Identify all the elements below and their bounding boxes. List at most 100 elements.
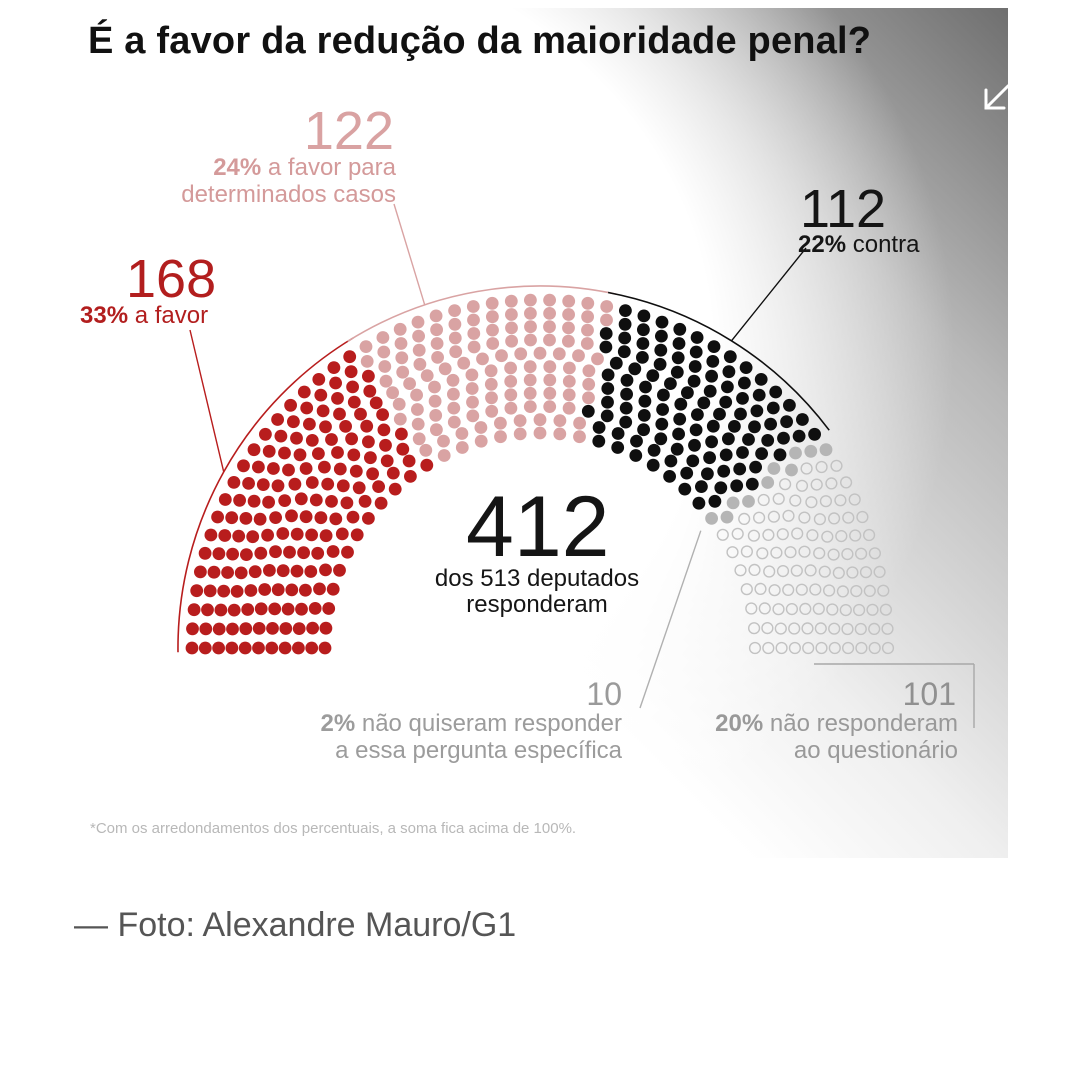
seat-contra: [655, 329, 668, 343]
label-casos-line2: determinados casos: [181, 181, 396, 208]
seat-favor: [402, 454, 416, 468]
seat-favor: [232, 529, 246, 543]
seat-nao-quiseram: [819, 443, 833, 457]
seat-contra: [628, 362, 642, 376]
seat-favor: [314, 388, 328, 402]
seat-favor: [344, 365, 358, 379]
seat-contra: [697, 396, 711, 410]
seat-casos: [403, 377, 416, 390]
seat-favor: [185, 641, 199, 655]
seat-contra: [777, 431, 790, 445]
seat-nao-responderam: [846, 566, 859, 579]
seat-favor: [226, 622, 239, 636]
seat-casos: [600, 300, 614, 313]
seat-nao-responderam: [791, 527, 804, 540]
seat-casos: [379, 374, 393, 388]
seat-casos: [543, 386, 557, 400]
seat-favor: [271, 583, 285, 597]
seat-favor: [362, 512, 375, 525]
label-favor-text: 33% a favor: [80, 302, 208, 330]
seat-favor: [279, 622, 293, 635]
seat-casos: [486, 323, 499, 337]
seat-casos: [476, 352, 489, 366]
seat-favor: [308, 602, 322, 615]
seat-nao-responderam: [758, 602, 771, 615]
seat-nao-responderam: [747, 529, 761, 542]
seat-casos: [524, 307, 537, 320]
seat-favor: [340, 496, 354, 510]
seat-nao-responderam: [832, 566, 845, 580]
seat-favor: [246, 530, 260, 544]
seat-casos: [523, 386, 537, 400]
seat-favor: [309, 493, 323, 507]
seat-favor: [290, 564, 304, 578]
seat-favor: [299, 462, 313, 475]
seat-contra: [617, 345, 631, 359]
bracket-contra: [607, 291, 830, 431]
seat-casos: [486, 310, 499, 324]
seat-favor: [247, 494, 261, 508]
seat-favor: [218, 529, 232, 542]
seat-casos: [412, 329, 425, 343]
seat-contra: [618, 317, 632, 331]
seat-favor: [199, 622, 213, 636]
seat-contra: [599, 327, 613, 340]
label-contra-line: contra: [846, 231, 920, 258]
seat-casos: [524, 320, 537, 334]
seat-casos: [455, 427, 469, 440]
seat-favor: [290, 431, 303, 445]
seat-favor: [244, 584, 258, 597]
seat-favor: [350, 528, 364, 542]
seat-contra: [742, 433, 755, 446]
seat-nao-responderam: [790, 564, 803, 577]
seat-casos: [504, 361, 517, 375]
photo-credit: — Foto: Alexandre Mauro/G1: [74, 906, 517, 944]
seat-contra: [671, 351, 685, 365]
seat-contra: [713, 407, 726, 421]
leader-nao-quiseram: [639, 530, 702, 709]
seat-contra: [638, 394, 652, 408]
seat-contra: [736, 392, 749, 405]
seat-favor: [341, 545, 354, 559]
seat-favor: [329, 376, 342, 390]
seat-nao-responderam: [862, 528, 876, 542]
seat-contra: [728, 420, 741, 433]
seat-casos: [485, 404, 499, 418]
seat-nao-responderam: [757, 493, 770, 507]
seat-nao-responderam: [856, 510, 869, 524]
seat-casos: [437, 449, 451, 462]
seat-casos: [523, 400, 537, 413]
seat-contra: [706, 355, 720, 368]
seat-favor: [266, 622, 279, 635]
seat-nao-responderam: [879, 603, 893, 616]
seat-favor: [300, 401, 314, 415]
seat-contra: [646, 458, 660, 472]
seat-casos: [430, 337, 444, 350]
seat-casos: [553, 414, 567, 427]
seat-nao-responderam: [748, 563, 761, 577]
seat-casos: [429, 309, 443, 323]
seat-nao-responderam: [778, 478, 792, 491]
seat-nao-responderam: [772, 492, 785, 505]
seat-favor: [254, 546, 268, 560]
seat-favor: [349, 464, 363, 478]
seat-contra: [764, 417, 777, 431]
label-nao-quiseram-line2: a essa pergunta específica: [335, 737, 622, 764]
seat-nao-responderam: [799, 602, 812, 616]
seat-nao-responderam: [854, 547, 868, 560]
seat-casos: [504, 375, 518, 388]
seat-nao-responderam: [812, 602, 825, 615]
seat-favor: [252, 622, 266, 635]
expand-arrows-icon[interactable]: [980, 52, 1044, 116]
seat-favor: [319, 621, 333, 635]
seat-contra: [719, 448, 733, 462]
seat-casos: [411, 403, 424, 416]
seat-casos: [412, 343, 426, 357]
seat-nao-responderam: [836, 585, 850, 598]
seat-casos: [494, 430, 507, 444]
seat-casos: [466, 395, 479, 409]
seat-contra: [761, 434, 775, 447]
seat-favor: [366, 467, 379, 481]
seat-nao-responderam: [738, 512, 751, 526]
seat-favor: [217, 584, 231, 598]
